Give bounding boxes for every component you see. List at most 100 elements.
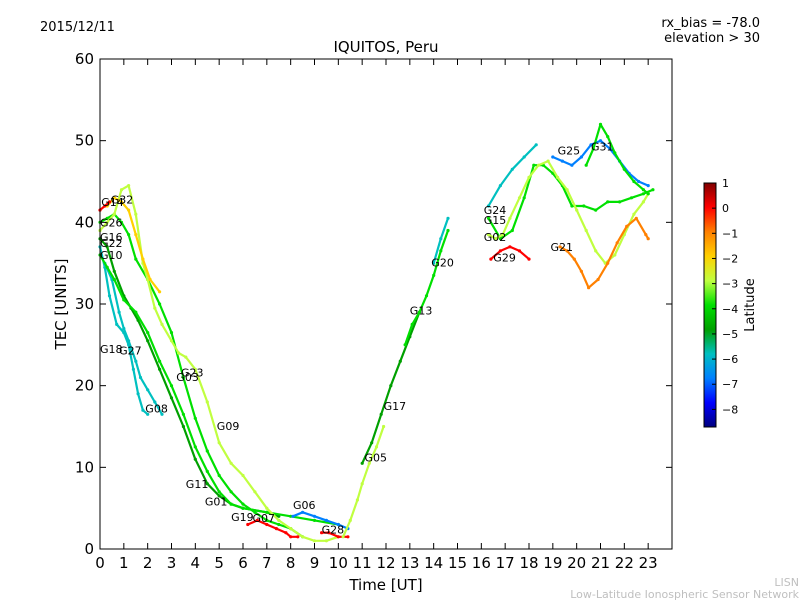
data-point [122, 298, 126, 302]
data-point [584, 163, 588, 167]
data-point [560, 159, 565, 163]
data-point [205, 482, 209, 486]
data-point [558, 245, 562, 249]
data-point [606, 135, 610, 139]
data-point [565, 249, 569, 253]
data-point [112, 196, 116, 200]
data-point [127, 233, 131, 237]
x-axis-ticks: 0 1 2 3 4 5 6 7 8 9 10 11 12 13 14 15 16 17 18 19 20 21 22 23 [95, 59, 658, 572]
y-tick-label: 50 [75, 132, 94, 150]
data-point [277, 518, 281, 523]
data-point [527, 175, 531, 179]
series-g05 [341, 424, 386, 539]
data-point [158, 302, 162, 306]
series-line [98, 184, 340, 542]
data-point [439, 237, 443, 241]
data-point [160, 322, 164, 326]
x-tick-label: 17 [496, 554, 515, 572]
data-point [117, 310, 121, 314]
plot-frame [99, 58, 673, 550]
satellite-label: G17 [384, 400, 407, 413]
data-point [570, 163, 574, 167]
satellite-label: G05 [365, 452, 388, 465]
data-point [146, 277, 150, 282]
data-point [289, 514, 293, 518]
data-point [646, 237, 650, 241]
series-g21 [558, 216, 650, 290]
data-point [370, 441, 374, 445]
data-point [229, 461, 233, 465]
data-point [246, 522, 250, 527]
data-point [253, 510, 257, 514]
x-tick-label: 21 [591, 554, 610, 572]
data-point [169, 396, 174, 400]
data-point [498, 237, 502, 241]
data-point [517, 249, 522, 253]
x-tick-label: 11 [353, 554, 372, 572]
colorbar-tick-label: −7 [722, 378, 738, 391]
satellite-label: G11 [186, 478, 209, 491]
data-point [534, 143, 538, 147]
data-point [105, 220, 109, 224]
data-point [327, 531, 331, 535]
data-point [625, 224, 629, 228]
colorbar-tick-label: −2 [722, 252, 738, 265]
data-point [158, 290, 162, 294]
data-point [510, 167, 514, 171]
series-line [585, 123, 650, 195]
colorbar-tick-label: −1 [722, 227, 738, 240]
data-point [312, 514, 317, 518]
data-point [320, 531, 324, 535]
data-point [336, 522, 340, 527]
series-g10 [98, 253, 340, 527]
data-point [501, 233, 505, 237]
data-point [606, 200, 610, 204]
data-point [134, 257, 138, 261]
data-point [103, 204, 107, 208]
data-point [217, 490, 221, 494]
data-point [446, 228, 450, 233]
data-point [274, 527, 278, 531]
data-point [107, 200, 112, 204]
chart-title: IQUITOS, Peru [333, 38, 438, 56]
series-line [98, 213, 304, 538]
data-point [424, 294, 429, 298]
data-point [105, 265, 109, 269]
satellite-label: G14 [101, 196, 124, 209]
x-tick-label: 1 [119, 554, 129, 572]
data-point [532, 163, 536, 167]
data-point [265, 510, 269, 514]
x-tick-label: 8 [286, 554, 296, 572]
data-point [551, 155, 555, 159]
colorbar-ticks: 1 0 −1 −2 −3 −4 −5 −6 −7 −8 [712, 177, 738, 416]
x-axis-label: Time [UT] [348, 576, 422, 594]
data-point [622, 167, 626, 171]
data-point [432, 261, 436, 265]
data-point [494, 237, 498, 241]
series-line [487, 143, 538, 208]
satellite-label: G08 [145, 403, 168, 416]
data-point [193, 416, 197, 420]
x-tick-label: 19 [543, 554, 562, 572]
series-line [98, 245, 149, 416]
data-point [598, 139, 603, 143]
data-point [374, 445, 379, 449]
data-point [579, 155, 584, 159]
data-point [229, 490, 233, 494]
satellite-label: G29 [493, 252, 516, 265]
data-point [158, 367, 162, 371]
data-point [489, 257, 493, 261]
data-point [587, 286, 591, 290]
satellite-label: G06 [293, 499, 316, 512]
data-point [389, 384, 393, 388]
data-point [644, 233, 648, 237]
data-point [127, 339, 131, 343]
data-point [119, 188, 124, 192]
data-point [148, 277, 152, 282]
series-g27 [103, 261, 164, 416]
data-point [205, 400, 209, 404]
x-tick-label: 4 [191, 554, 201, 572]
data-point [594, 208, 598, 212]
data-point [508, 245, 512, 249]
